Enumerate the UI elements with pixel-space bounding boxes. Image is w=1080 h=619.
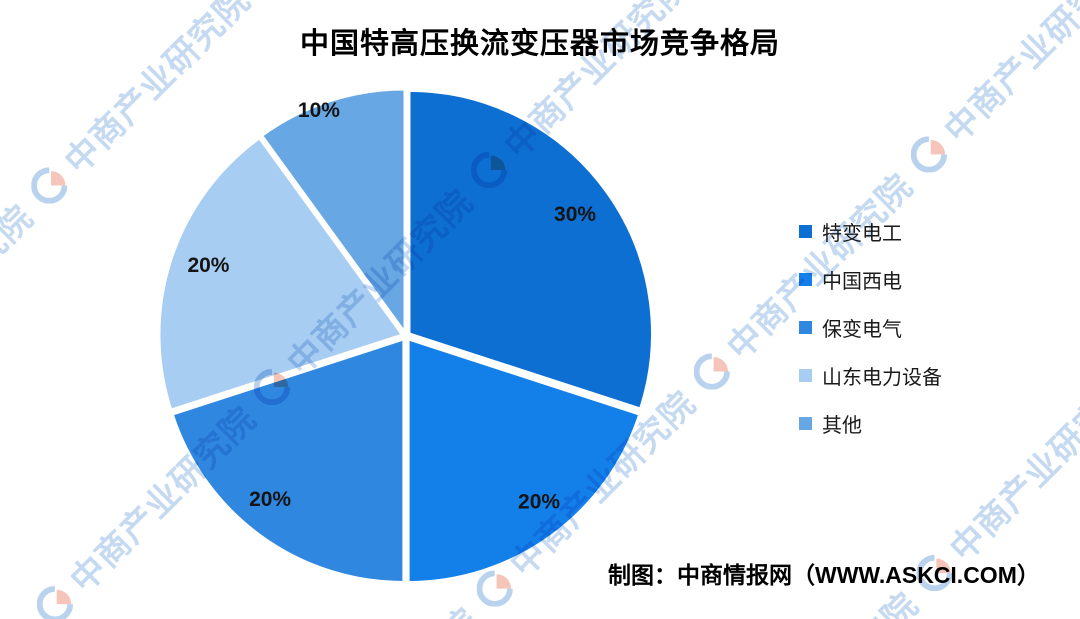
slice-label-3: 20%: [187, 254, 229, 277]
pie-slice-4: [260, 87, 407, 334]
legend-swatch-icon: [799, 272, 812, 286]
legend-item-0: 特变电工: [799, 217, 942, 245]
pie-slice-0: [407, 89, 654, 410]
pie-slice-1: [407, 337, 641, 584]
slice-label-1: 20%: [518, 490, 560, 513]
legend-item-3: 山东电力设备: [799, 361, 942, 389]
legend-label: 其他: [822, 414, 862, 437]
slice-label-2: 20%: [249, 488, 291, 511]
pie-slice-2: [171, 337, 405, 584]
pie-slice-3: [157, 136, 404, 412]
slice-label-4: 10%: [298, 99, 340, 122]
source-credit: 制图：中商情报网（WWW.ASKCI.COM）: [608, 562, 1040, 588]
legend-swatch-icon: [799, 320, 812, 334]
legend: 特变电工中国西电保变电气山东电力设备 其他: [799, 217, 942, 457]
legend-swatch-icon: [799, 416, 812, 430]
legend-swatch-icon: [799, 224, 812, 238]
chart-title: 中国特高压换流变压器市场竞争格局: [299, 28, 780, 60]
legend-item-1: 中国西电: [799, 265, 942, 293]
legend-label: 保变电气: [822, 318, 902, 341]
legend-item-4: 其他: [799, 409, 942, 437]
legend-label: 山东电力设备: [822, 366, 942, 389]
legend-label: 中国西电: [822, 270, 902, 293]
legend-label: 特变电工: [822, 222, 902, 245]
legend-item-2: 保变电气: [799, 313, 942, 341]
legend-swatch-icon: [799, 368, 812, 382]
slice-label-0: 30%: [554, 203, 596, 226]
